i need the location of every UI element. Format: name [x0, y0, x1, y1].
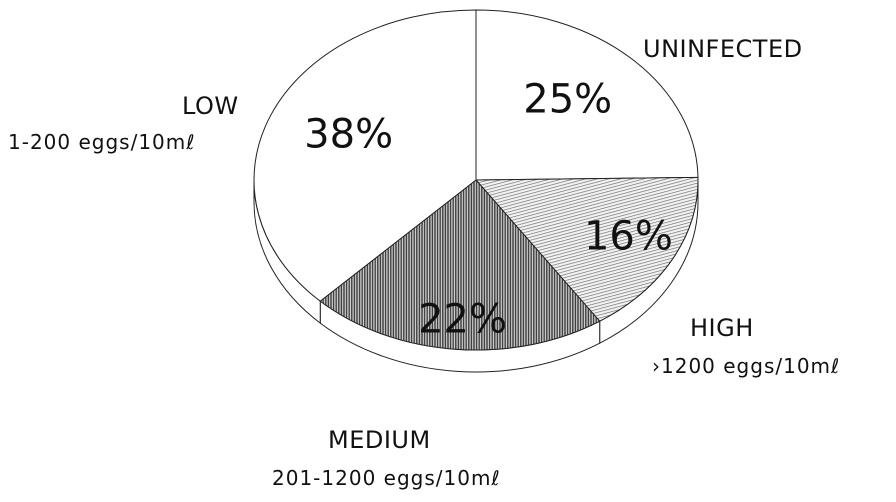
label-medium-range: 201-1200 eggs/10mℓ: [272, 466, 501, 490]
label-uninfected: UNINFECTED: [643, 35, 803, 63]
label-low-range: 1-200 eggs/10mℓ: [8, 130, 196, 154]
label-low-name: LOW: [182, 92, 239, 120]
pie-percent-labels: 25% 16% 22% 38%: [304, 77, 673, 343]
label-medium-name: MEDIUM: [328, 426, 431, 454]
percent-label-medium: 22%: [418, 297, 507, 343]
percent-label-low: 38%: [304, 111, 393, 157]
slice-uninfected: [475, 9, 699, 181]
label-medium: MEDIUM 201-1200 eggs/10mℓ: [272, 426, 501, 490]
slice-medium: [319, 179, 601, 351]
label-uninfected-name: UNINFECTED: [643, 35, 803, 63]
slice-high: [474, 176, 699, 322]
label-high: HIGH ›1200 eggs/10mℓ: [652, 314, 840, 378]
percent-label-high: 16%: [584, 214, 673, 260]
label-high-range: ›1200 eggs/10mℓ: [652, 354, 841, 378]
label-high-name: HIGH: [690, 314, 754, 342]
label-low: LOW 1-200 eggs/10mℓ: [8, 92, 239, 154]
slice-low: [253, 9, 477, 302]
pie-slices: [253, 9, 699, 351]
percent-label-uninfected: 25%: [523, 77, 612, 123]
